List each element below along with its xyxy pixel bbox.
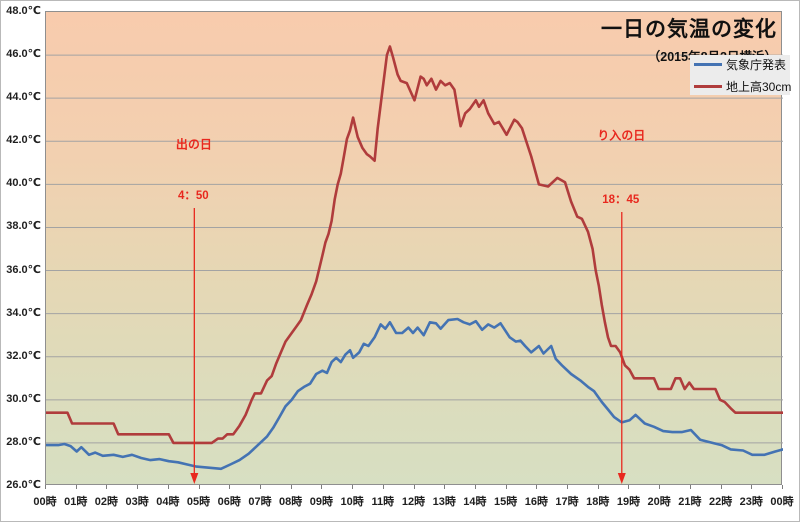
x-axis-tick [444,485,446,489]
x-axis-tick [505,485,507,489]
x-axis-label: 04時 [156,496,180,508]
y-axis-label: 42.0℃ [6,134,41,147]
y-axis-label: 26.0℃ [6,479,41,491]
x-axis-tick [720,485,722,489]
x-axis-tick [689,485,691,489]
x-axis-label: 22時 [708,496,733,508]
legend: 気象庁発表 地上高30cm [690,55,791,95]
x-axis-label: 09時 [309,496,333,508]
x-axis-label: 11時 [371,496,395,508]
x-axis-tick [567,485,569,489]
x-axis-tick [259,485,261,489]
x-axis-label: 02時 [94,496,119,508]
y-axis-label: 40.0℃ [6,177,41,190]
x-axis-tick [413,485,415,489]
legend-label-jma: 気象庁発表 [726,57,787,72]
x-axis-tick [167,485,169,489]
y-axis-label: 38.0℃ [6,220,41,233]
x-axis-tick [536,485,538,489]
y-axis-label: 46.0℃ [6,48,41,61]
x-axis-tick [782,485,783,489]
x-axis-label: 20時 [647,496,671,508]
x-axis-label: 12時 [401,496,426,508]
x-axis-label: 13時 [432,496,456,508]
series-line-jma [46,317,783,471]
x-axis-tick [229,485,231,489]
x-axis-label: 19時 [616,496,641,508]
x-axis-label: 10時 [340,496,364,508]
y-axis-label: 36.0℃ [6,263,41,276]
y-axis-label: 44.0℃ [6,91,41,104]
x-axis-label: 21時 [678,496,702,508]
x-axis-tick [75,485,77,489]
x-axis-tick [597,485,599,489]
x-axis-label: 01時 [64,496,88,508]
x-axis-tick [628,485,630,489]
chart-title: 一日の気温の変化 [601,18,777,41]
x-axis-label: 18時 [586,496,610,508]
legend-row-jma: 気象庁発表 [694,56,786,73]
annotation-time: 18：45 [602,194,640,206]
annotation-label: 日の入り [595,129,646,143]
legend-line-swatch-blue [694,62,722,66]
x-axis-tick [106,485,108,489]
x-axis-tick [137,485,139,489]
x-axis-label: 00時 [33,496,57,508]
annotation-time: 4：50 [177,190,209,202]
x-axis-label: 00時 [770,496,794,508]
x-axis-label: 23時 [739,496,763,508]
x-axis-label: 14時 [463,496,487,508]
x-axis-label: 15時 [494,496,518,508]
annotation-arrowhead [617,473,626,484]
x-axis-tick [751,485,753,489]
x-axis-tick [382,485,384,489]
x-axis-tick [321,485,323,489]
x-axis-tick [474,485,476,489]
chart-canvas [46,45,783,484]
x-axis-tick [352,485,354,489]
x-axis-label: 08時 [279,496,303,508]
y-axis-label: 34.0℃ [6,306,41,319]
x-axis-label: 17時 [555,496,579,508]
series-line-ground30cm [46,45,783,445]
x-axis-label: 03時 [125,496,149,508]
legend-label-ground30cm: 地上高30cm [726,79,792,94]
x-axis-tick [659,485,661,489]
x-axis-label: 05時 [186,496,211,508]
annotation-arrowhead [190,473,199,484]
x-axis-label: 07時 [248,496,272,508]
legend-line-swatch-red [694,84,722,88]
y-axis-label: 32.0℃ [6,349,41,362]
x-axis-tick [45,485,46,489]
plot-area [45,11,783,485]
y-axis-label: 30.0℃ [6,392,41,405]
x-axis-tick [198,485,200,489]
annotation-label: 日の出 [174,138,213,152]
x-axis-label: 16時 [524,496,548,508]
x-axis-label: 06時 [217,496,241,508]
legend-row-ground30cm: 地上高30cm [694,78,791,95]
y-axis-label: 28.0℃ [6,435,41,448]
y-axis-label: 48.0℃ [6,5,41,17]
x-axis-tick [290,485,292,489]
